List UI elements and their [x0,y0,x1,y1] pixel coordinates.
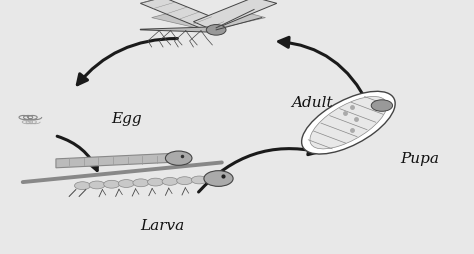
Text: Adult: Adult [292,96,333,110]
Polygon shape [140,28,209,33]
Text: Larva: Larva [140,218,184,232]
Polygon shape [140,0,224,31]
Ellipse shape [162,178,178,186]
Ellipse shape [104,181,119,188]
Ellipse shape [118,180,134,188]
Polygon shape [193,0,277,31]
Text: Egg: Egg [111,111,142,125]
Ellipse shape [310,97,387,149]
Ellipse shape [206,176,222,183]
Ellipse shape [301,92,395,154]
Circle shape [371,100,392,112]
Circle shape [204,171,233,187]
Circle shape [165,151,192,166]
Ellipse shape [89,181,105,189]
Polygon shape [201,14,265,31]
Polygon shape [152,14,216,31]
Text: Pupa: Pupa [401,152,439,166]
Ellipse shape [74,182,91,190]
Ellipse shape [191,176,207,184]
Circle shape [206,25,226,36]
Ellipse shape [133,179,149,187]
Ellipse shape [177,177,192,185]
Ellipse shape [147,179,164,186]
Polygon shape [56,154,169,168]
